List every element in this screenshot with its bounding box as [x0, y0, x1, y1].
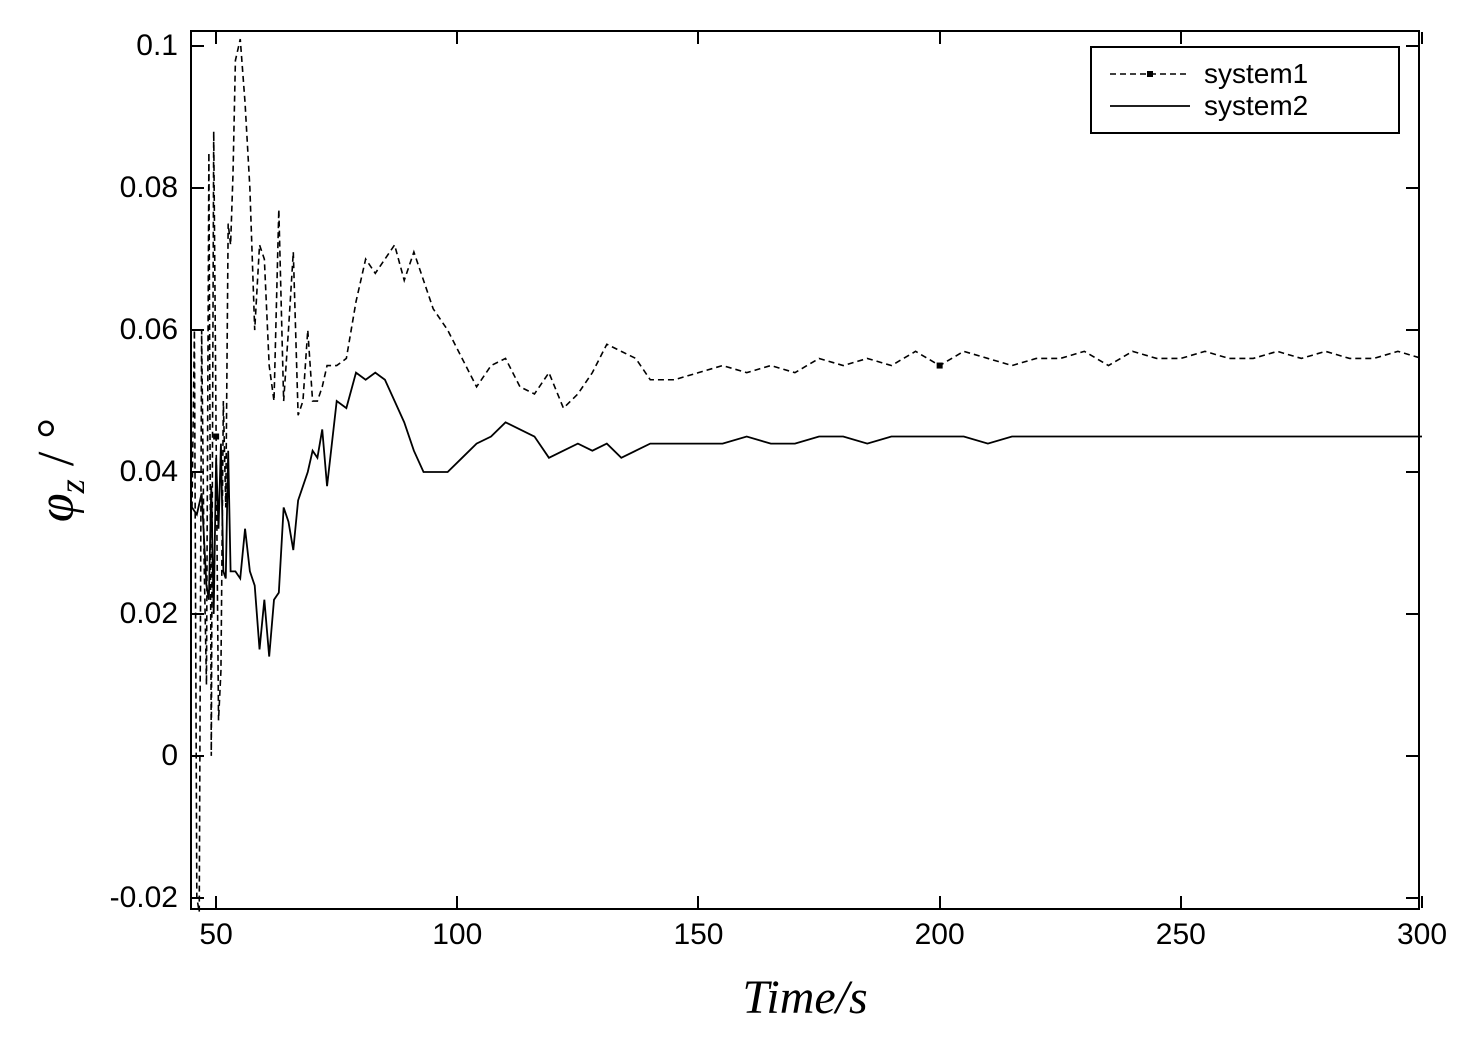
y-tick-label: 0.08	[120, 171, 178, 205]
y-tick-label: 0.02	[120, 597, 178, 631]
x-tick-label: 150	[673, 918, 723, 952]
x-tick-label: 250	[1156, 918, 1206, 952]
plot-area: system1system2 50100150200250300-0.0200.…	[190, 30, 1420, 910]
plot-svg	[192, 32, 1418, 908]
series-system1	[192, 39, 1422, 912]
legend-label: system2	[1204, 90, 1308, 122]
y-tick-label: -0.02	[110, 881, 178, 915]
x-tick-label: 200	[915, 918, 965, 952]
y-axis-title: φz / °	[27, 418, 93, 522]
legend-item: system1	[1110, 58, 1380, 90]
legend-sample-icon	[1110, 64, 1190, 84]
x-tick-label: 100	[432, 918, 482, 952]
legend-item: system2	[1110, 90, 1380, 122]
y-tick-label: 0.1	[136, 29, 178, 63]
legend-sample-icon	[1110, 96, 1190, 116]
x-tick-label: 300	[1397, 918, 1447, 952]
y-tick-label: 0.06	[120, 313, 178, 347]
x-axis-title: Time/s	[742, 970, 867, 1025]
y-tick-label: 0.04	[120, 455, 178, 489]
legend: system1system2	[1090, 46, 1400, 134]
x-tick-label: 50	[199, 918, 232, 952]
y-tick-label: 0	[161, 739, 178, 773]
legend-label: system1	[1204, 58, 1308, 90]
marker-square	[213, 434, 219, 440]
series-system2	[192, 373, 1422, 657]
marker-square	[937, 363, 943, 369]
chart-container: system1system2 50 100 150 200 250 300 -0.02 0 0.…	[0, 0, 1459, 1051]
